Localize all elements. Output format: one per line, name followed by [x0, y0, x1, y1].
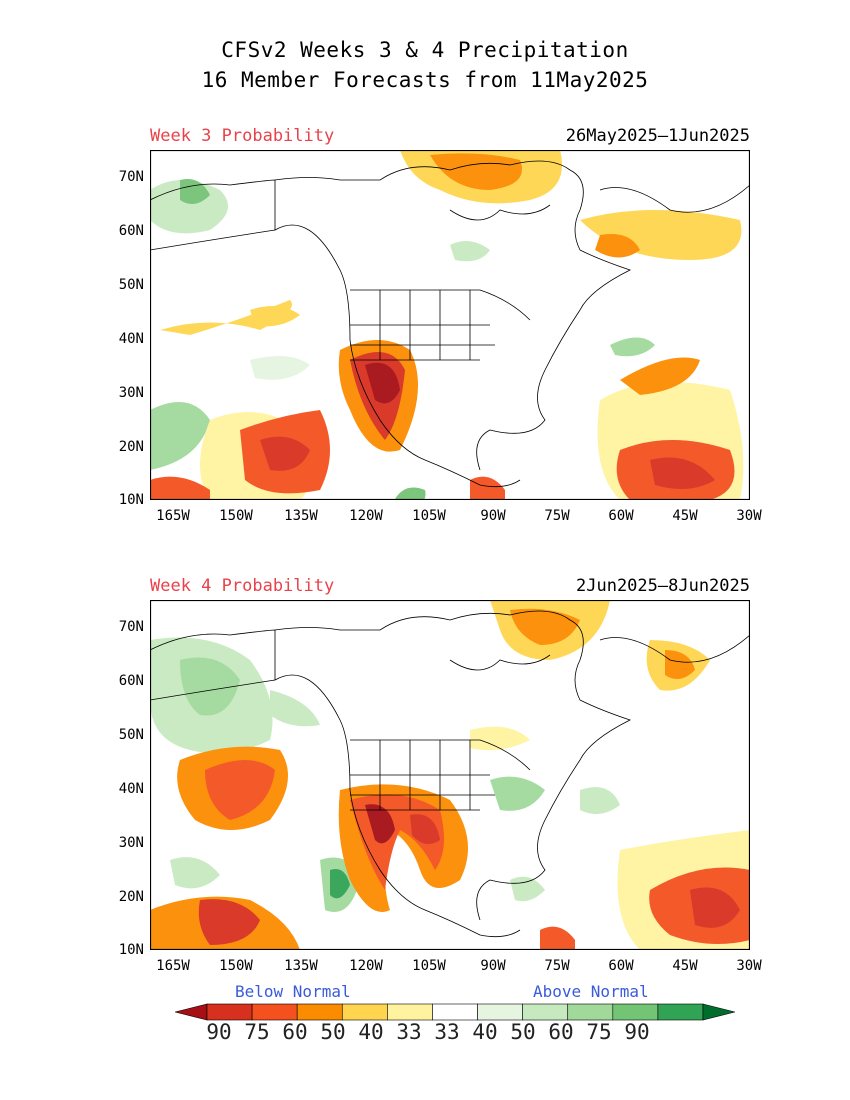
lat-tick: 20N: [118, 439, 144, 455]
colorbar-segment: [522, 1003, 569, 1021]
colorbar-label: 60: [548, 1020, 574, 1044]
colorbar-label: 90: [206, 1020, 232, 1044]
colorbar-segment: [567, 1003, 614, 1021]
lon-tick: 45W: [672, 958, 698, 974]
lon-tick: 30W: [736, 958, 762, 974]
lat-tick: 60N: [118, 223, 144, 239]
colorbar-left-arrow: [175, 1003, 208, 1021]
lat-tick: 30N: [118, 835, 144, 851]
lon-tick: 75W: [544, 958, 570, 974]
lon-tick: 165W: [156, 958, 190, 974]
colorbar-label: 75: [244, 1020, 270, 1044]
colorbar-segment: [206, 1003, 253, 1021]
lat-tick: 20N: [118, 889, 144, 905]
colorbar: [175, 1003, 735, 1021]
lon-tick: 105W: [412, 958, 446, 974]
above-normal-label: Above Normal: [533, 982, 649, 1001]
colorbar-segment: [341, 1003, 388, 1021]
lat-tick: 50N: [118, 277, 144, 293]
week3-label: Week 3 Probability: [150, 126, 335, 146]
lon-tick: 45W: [672, 508, 698, 524]
chart-title-line2: 16 Member Forecasts from 11May2025: [201, 68, 649, 92]
colorbar-segment: [387, 1003, 433, 1021]
lat-tick: 70N: [118, 619, 144, 635]
lon-tick: 90W: [480, 508, 506, 524]
week3-date-range: 26May2025—1Jun2025: [565, 126, 750, 146]
colorbar-right-arrow: [702, 1003, 735, 1021]
lat-tick: 40N: [118, 331, 144, 347]
lon-tick: 60W: [608, 508, 634, 524]
colorbar-segment: [657, 1003, 704, 1021]
lat-tick: 30N: [118, 385, 144, 401]
lon-tick: 135W: [284, 508, 318, 524]
week4-map-panel: [150, 600, 750, 950]
lon-tick: 135W: [284, 958, 318, 974]
lon-tick: 60W: [608, 958, 634, 974]
lat-tick: 10N: [118, 942, 144, 958]
colorbar-segment: [432, 1003, 478, 1021]
lon-tick: 120W: [349, 958, 383, 974]
chart-title-line1: CFSv2 Weeks 3 & 4 Precipitation: [221, 38, 629, 62]
lat-tick: 70N: [118, 169, 144, 185]
week4-map: [150, 600, 750, 950]
colorbar-segment: [296, 1003, 343, 1021]
lat-tick: 60N: [118, 673, 144, 689]
week3-map-panel: [150, 150, 750, 500]
colorbar-segment: [612, 1003, 659, 1021]
lon-tick: 150W: [219, 958, 253, 974]
colorbar-label: 40: [472, 1020, 498, 1044]
lon-tick: 75W: [544, 508, 570, 524]
lat-tick: 40N: [118, 781, 144, 797]
lon-tick: 165W: [156, 508, 190, 524]
lat-tick: 50N: [118, 727, 144, 743]
lon-tick: 30W: [736, 508, 762, 524]
colorbar-label: 33: [434, 1020, 460, 1044]
week4-date-range: 2Jun2025—8Jun2025: [576, 576, 750, 596]
lon-tick: 150W: [219, 508, 253, 524]
below-normal-label: Below Normal: [235, 982, 351, 1001]
colorbar-label: 90: [624, 1020, 650, 1044]
colorbar-label: 75: [586, 1020, 612, 1044]
lat-tick: 10N: [118, 492, 144, 508]
colorbar-label: 33: [396, 1020, 422, 1044]
colorbar-segment: [477, 1003, 523, 1021]
lon-tick: 120W: [349, 508, 383, 524]
week4-label: Week 4 Probability: [150, 576, 335, 596]
colorbar-label: 60: [282, 1020, 308, 1044]
colorbar-label: 50: [510, 1020, 536, 1044]
lon-tick: 105W: [412, 508, 446, 524]
colorbar-label: 40: [358, 1020, 384, 1044]
week3-map: [150, 150, 750, 500]
colorbar-segment: [251, 1003, 298, 1021]
colorbar-label: 50: [320, 1020, 346, 1044]
lon-tick: 90W: [480, 958, 506, 974]
